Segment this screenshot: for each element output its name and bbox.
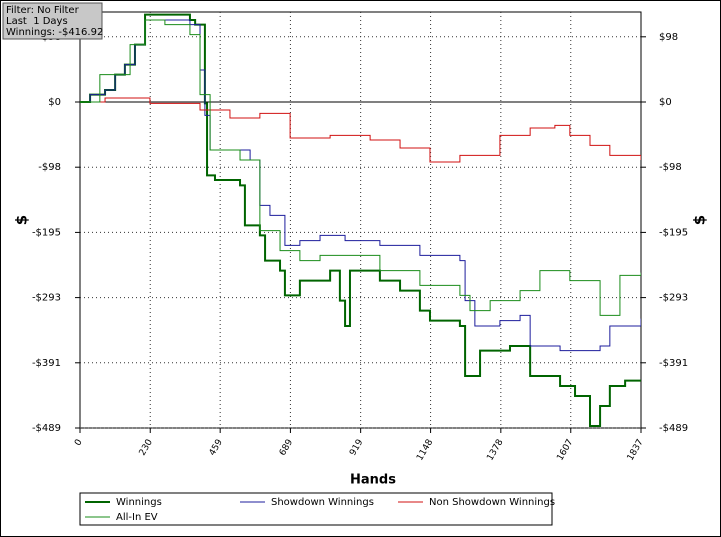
y2-tick-label: $0 bbox=[659, 97, 672, 108]
legend-label: Non Showdown Winnings bbox=[429, 497, 555, 508]
y-tick-label: -$195 bbox=[32, 227, 61, 238]
y-tick-label: -$98 bbox=[38, 162, 61, 173]
info-background bbox=[2, 2, 103, 40]
y2-tick-label: -$391 bbox=[659, 358, 688, 369]
legend-label: Showdown Winnings bbox=[271, 497, 374, 508]
x-axis-title: Hands bbox=[350, 473, 396, 488]
info-line: Filter: No Filter bbox=[6, 5, 80, 16]
y-axis-title: $ bbox=[13, 215, 31, 225]
y-tick-label: -$391 bbox=[32, 358, 61, 369]
y2-tick-label: -$98 bbox=[659, 162, 682, 173]
legend-label: All-In EV bbox=[116, 512, 158, 523]
y2-tick-label: -$195 bbox=[659, 227, 688, 238]
series-line bbox=[80, 19, 641, 316]
y2-tick-label: $98 bbox=[659, 32, 678, 43]
y2-tick-label: -$293 bbox=[659, 293, 688, 304]
y-tick-label: -$293 bbox=[32, 293, 61, 304]
info-box: Filter: No Filter Last 1 Days Winnings: … bbox=[2, 2, 103, 40]
series-line bbox=[80, 97, 641, 163]
info-line: Last 1 Days bbox=[6, 16, 68, 27]
legend bbox=[79, 492, 553, 526]
lines bbox=[80, 13, 641, 427]
x-tick-label: 0 bbox=[73, 438, 85, 448]
grid bbox=[80, 12, 641, 429]
y2-axis-title: $ bbox=[691, 215, 709, 225]
y2-tick-label: -$489 bbox=[659, 423, 688, 434]
legend-label: Winnings bbox=[116, 497, 162, 508]
y-tick-label: $0 bbox=[48, 97, 61, 108]
info-line: Winnings: -$416.92 bbox=[6, 27, 103, 38]
series-line bbox=[80, 13, 641, 427]
y-tick-label: -$489 bbox=[32, 423, 61, 434]
legend-items: Winnings Showdown Winnings Non Showdown Wi… bbox=[85, 497, 555, 523]
